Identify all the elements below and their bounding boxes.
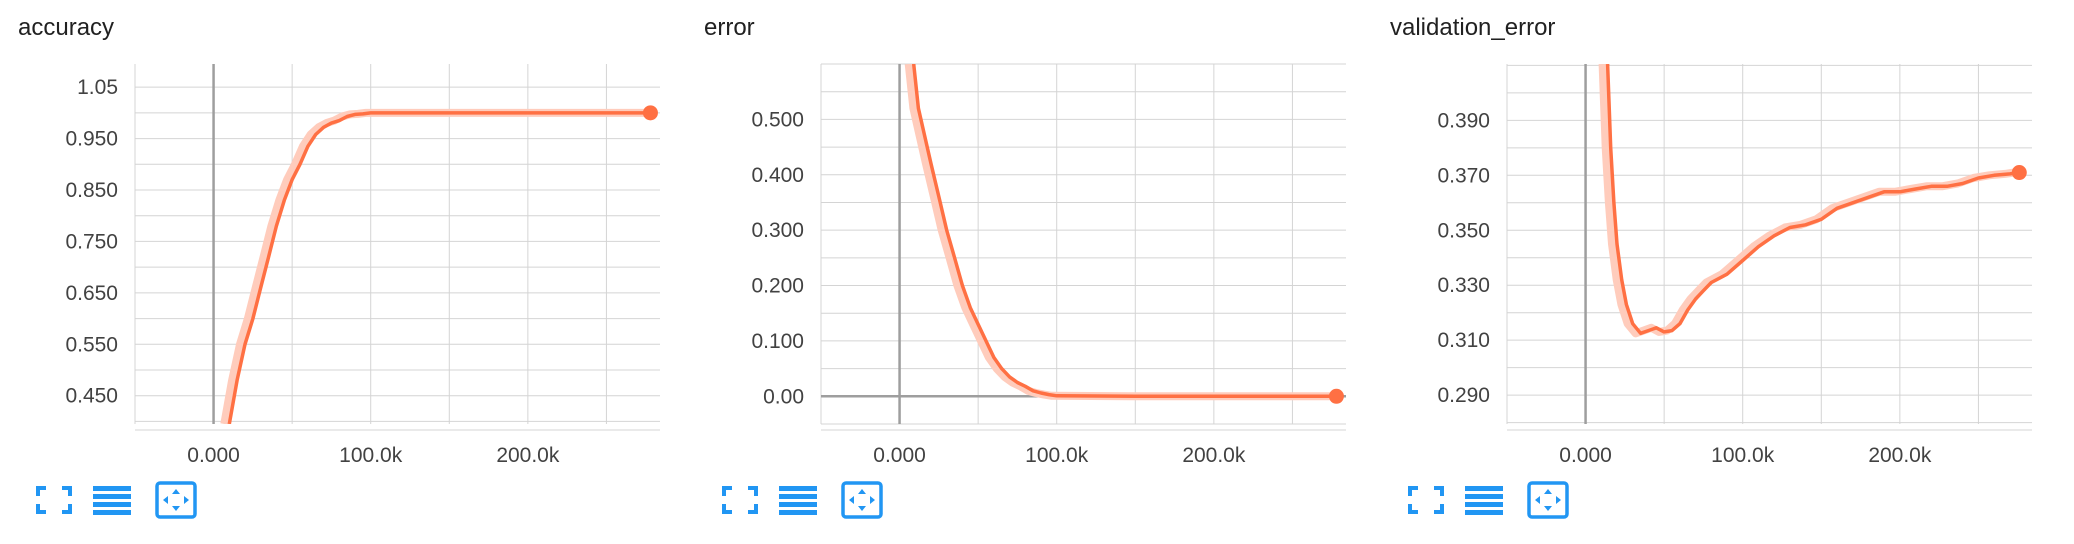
fullscreen-icon bbox=[718, 480, 762, 520]
list-icon bbox=[776, 480, 820, 520]
chart-title: accuracy bbox=[18, 14, 115, 41]
list-button[interactable] bbox=[1462, 480, 1506, 520]
fullscreen-button[interactable] bbox=[718, 480, 762, 520]
y-tick-label: 0.400 bbox=[751, 164, 804, 187]
y-tick-label: 0.370 bbox=[1437, 164, 1490, 187]
fit-domain-icon bbox=[1526, 480, 1570, 520]
x-tick-label: 200.0k bbox=[1182, 444, 1246, 467]
last-point-marker bbox=[1328, 388, 1344, 404]
list-icon bbox=[90, 480, 134, 520]
fit-domain-button[interactable] bbox=[154, 480, 198, 520]
y-tick-label: 0.200 bbox=[751, 275, 804, 298]
y-tick-label: 0.00 bbox=[763, 385, 804, 408]
y-tick-label: 0.450 bbox=[65, 385, 118, 408]
y-tick-label: 0.500 bbox=[751, 108, 804, 131]
x-tick-label: 0.000 bbox=[187, 444, 240, 467]
y-tick-label: 0.300 bbox=[751, 219, 804, 242]
y-tick-label: 0.330 bbox=[1437, 274, 1490, 297]
y-tick-label: 0.290 bbox=[1437, 384, 1490, 407]
x-tick-label: 100.0k bbox=[339, 444, 403, 467]
chart-accuracy[interactable]: 1.05 0.950 0.850 0.750 0.650 0.550 0.450 0.000 1… bbox=[0, 0, 660, 470]
list-button[interactable] bbox=[776, 480, 820, 520]
x-tick-label: 100.0k bbox=[1711, 444, 1775, 467]
y-tick-label: 0.390 bbox=[1437, 109, 1490, 132]
fullscreen-button[interactable] bbox=[1404, 480, 1448, 520]
y-tick-label: 0.650 bbox=[65, 282, 118, 305]
x-tick-label: 0.000 bbox=[873, 444, 926, 467]
chart-error[interactable]: 0.500 0.400 0.300 0.200 0.100 0.00 0.000 100.0k… bbox=[686, 0, 1346, 470]
last-point-marker bbox=[2011, 165, 2027, 181]
fit-domain-button[interactable] bbox=[1526, 480, 1570, 520]
fullscreen-icon bbox=[1404, 480, 1448, 520]
series-line-raw bbox=[220, 108, 646, 424]
chart-title: validation_error bbox=[1390, 14, 1556, 41]
chart-panel-validation-error: validation_error 0.390 0.370 0.350 0.330 0.3… bbox=[1372, 0, 2032, 544]
series-line bbox=[1605, 64, 2020, 336]
chart-title: error bbox=[704, 14, 755, 41]
y-tick-label: 0.950 bbox=[65, 128, 118, 151]
y-tick-label: 0.350 bbox=[1437, 219, 1490, 242]
list-button[interactable] bbox=[90, 480, 134, 520]
y-tick-label: 1.05 bbox=[77, 76, 118, 99]
x-tick-label: 0.000 bbox=[1559, 444, 1612, 467]
fit-domain-icon bbox=[154, 480, 198, 520]
fit-domain-button[interactable] bbox=[840, 480, 884, 520]
grid bbox=[1506, 64, 2032, 424]
last-point-marker bbox=[642, 105, 658, 121]
x-tick-label: 200.0k bbox=[1868, 444, 1932, 467]
x-tick-label: 200.0k bbox=[496, 444, 560, 467]
chart-panel-error: error 0.500 0.400 0.300 0.200 0.100 0.00 0.000… bbox=[686, 0, 1346, 544]
fit-domain-icon bbox=[840, 480, 884, 520]
chart-panel-accuracy: accuracy 1.05 0.950 0.850 0.750 0.650 0.550 0.… bbox=[0, 0, 660, 544]
y-tick-label: 0.100 bbox=[751, 330, 804, 353]
y-tick-label: 0.310 bbox=[1437, 329, 1490, 352]
fullscreen-icon bbox=[32, 480, 76, 520]
series-line bbox=[911, 64, 1337, 399]
fullscreen-button[interactable] bbox=[32, 480, 76, 520]
y-tick-label: 0.850 bbox=[65, 179, 118, 202]
y-tick-label: 0.550 bbox=[65, 333, 118, 356]
y-tick-label: 0.750 bbox=[65, 230, 118, 253]
chart-validation-error[interactable]: 0.390 0.370 0.350 0.330 0.310 0.290 0.000 100.0… bbox=[1372, 0, 2032, 470]
x-tick-label: 100.0k bbox=[1025, 444, 1089, 467]
list-icon bbox=[1462, 480, 1506, 520]
